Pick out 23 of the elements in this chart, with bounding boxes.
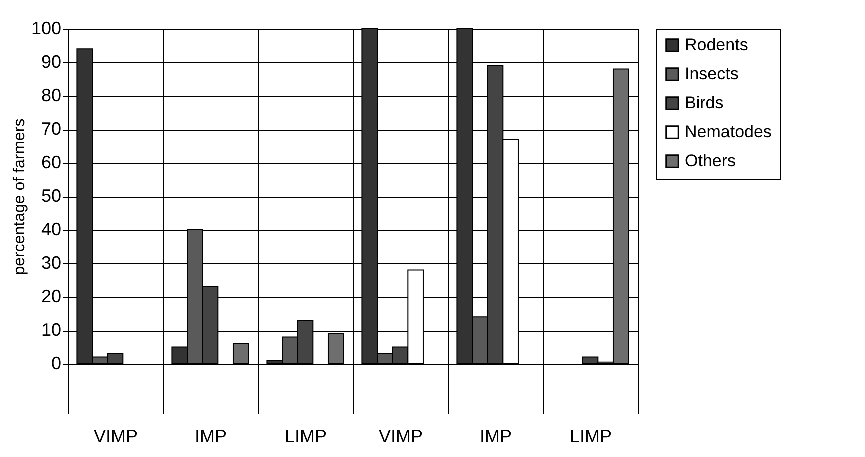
y-tick-label: 40 [41,220,62,240]
y-tick-label: 60 [41,152,62,172]
y-tick-label: 50 [41,186,62,206]
y-tick-label: 80 [41,86,62,106]
y-tick-label: 70 [41,119,62,139]
y-tick-label: 100 [31,18,62,38]
y-tick-label: 30 [41,253,62,273]
y-axis-title: percentage of farmers [11,118,28,276]
legend-label: Nematodes [685,122,772,142]
x-tick-label: LIMP [570,426,612,446]
legend-label: Birds [685,94,724,112]
x-tick-label: IMP [480,426,512,446]
x-tick-label: VIMP [378,426,424,446]
x-tick-label: IMP [194,426,228,446]
y-tick-label: 20 [41,286,62,306]
legend-label: Insects [685,64,739,84]
legend-label: Rodents [685,36,748,54]
legend-label: Others [685,152,736,170]
y-tick-label: 90 [41,52,62,72]
x-tick-label: VIMP [94,426,138,446]
x-tick-label: LIMP [284,426,328,446]
y-tick-label: 10 [41,320,62,340]
y-tick-label: 0 [51,354,62,374]
